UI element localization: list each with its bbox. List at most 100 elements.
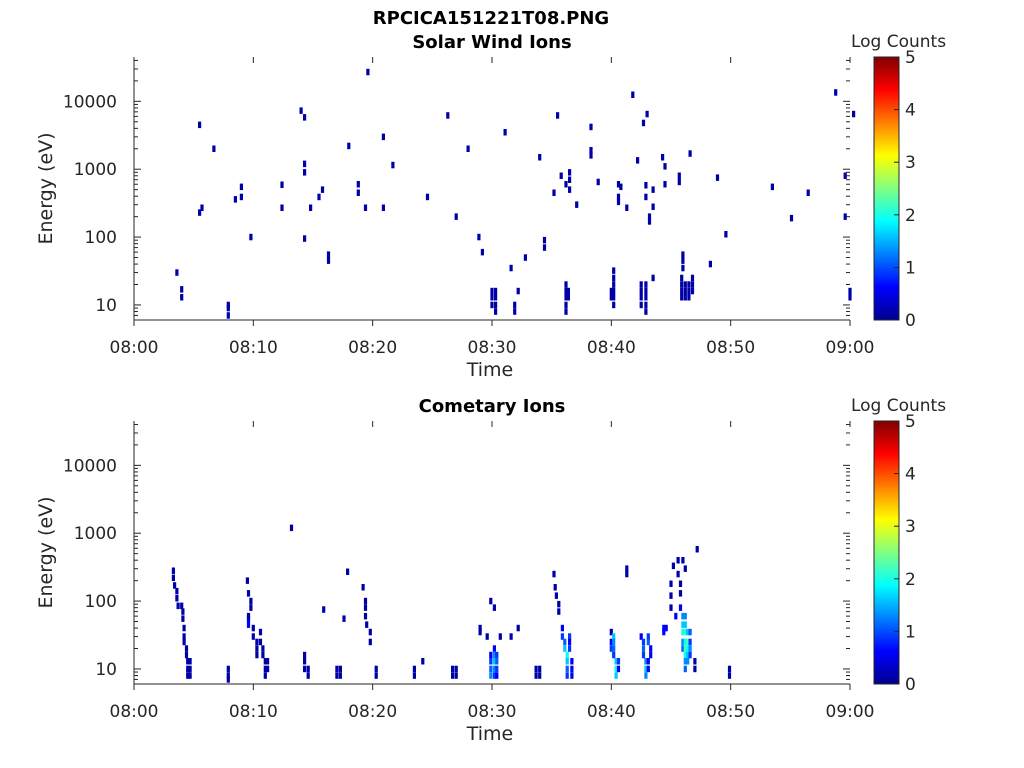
- data-cell: [688, 651, 692, 659]
- data-cell: [568, 176, 572, 183]
- data-cell: [770, 183, 774, 191]
- data-cell: [564, 308, 568, 315]
- data-cell: [662, 624, 666, 632]
- data-cell: [303, 665, 307, 673]
- data-cell: [647, 218, 652, 225]
- data-cell: [171, 567, 175, 574]
- data-cell: [181, 615, 185, 622]
- y-tick-label: 10: [95, 296, 117, 316]
- data-cell: [681, 645, 685, 652]
- data-cell: [644, 672, 648, 679]
- data-cell: [564, 301, 568, 309]
- data-cell: [492, 665, 496, 673]
- solar-wind-cells: [175, 68, 856, 319]
- x-tick-label: 08:20: [348, 702, 397, 722]
- data-cell: [612, 645, 616, 652]
- data-cell: [647, 213, 652, 220]
- data-cell: [188, 658, 192, 665]
- data-cell: [646, 633, 650, 640]
- data-cell: [509, 633, 513, 640]
- data-cell: [565, 672, 569, 679]
- data-cell: [306, 665, 310, 673]
- data-cell: [553, 584, 557, 591]
- data-cell: [303, 160, 307, 168]
- data-cell: [651, 203, 655, 210]
- data-cell: [226, 301, 230, 309]
- data-cell: [680, 281, 684, 288]
- data-cell: [374, 665, 378, 673]
- data-cell: [246, 621, 251, 628]
- data-cell: [338, 665, 342, 673]
- data-cell: [534, 665, 538, 673]
- data-cell: [557, 608, 561, 615]
- colorbar-tick-label: 1: [905, 258, 916, 278]
- data-cell: [680, 294, 684, 301]
- data-cell: [676, 557, 680, 564]
- colorbar-tick-label: 5: [905, 48, 916, 68]
- data-cell: [688, 628, 692, 636]
- data-cell: [534, 672, 538, 679]
- data-cell: [612, 651, 616, 659]
- data-cell: [616, 658, 621, 665]
- x-tick-label: 08:40: [587, 702, 636, 722]
- data-cell: [182, 624, 186, 632]
- data-cell: [727, 672, 732, 679]
- data-cell: [320, 186, 325, 193]
- x-tick-label: 08:00: [110, 702, 159, 722]
- data-cell: [249, 604, 253, 611]
- data-cell: [674, 612, 678, 620]
- data-cell: [494, 294, 498, 301]
- data-cell: [523, 254, 527, 261]
- data-cell: [363, 612, 368, 620]
- data-cell: [625, 570, 629, 578]
- data-cell: [412, 672, 416, 679]
- data-cell: [492, 651, 496, 659]
- data-cell: [678, 590, 683, 597]
- data-cell: [843, 172, 847, 179]
- data-cell: [616, 198, 621, 206]
- data-cell: [612, 301, 616, 309]
- cometary-cells: [171, 524, 732, 683]
- data-cell: [347, 142, 351, 150]
- data-cell: [173, 582, 177, 589]
- data-cell: [644, 287, 648, 295]
- data-cell: [451, 672, 455, 679]
- data-cell: [612, 633, 616, 640]
- data-cell: [683, 651, 687, 659]
- data-cell: [641, 651, 646, 659]
- data-cell: [346, 568, 350, 575]
- data-cell: [568, 169, 572, 176]
- data-cell: [646, 658, 650, 665]
- x-tick-label: 08:10: [229, 338, 278, 358]
- data-cell: [280, 204, 284, 211]
- data-cell: [538, 154, 542, 161]
- data-cell: [188, 672, 192, 679]
- data-cell: [644, 294, 648, 301]
- data-cell: [564, 181, 568, 188]
- cometary-colorbar: Log Counts 0 1 2 3 4 5: [851, 396, 946, 695]
- colorbar-gradient: [873, 420, 900, 685]
- data-cell: [451, 665, 455, 673]
- data-cell: [609, 287, 613, 295]
- data-cell: [494, 308, 498, 315]
- data-cell: [421, 658, 425, 665]
- data-cell: [239, 193, 243, 201]
- data-cell: [363, 604, 368, 611]
- data-cell: [303, 658, 307, 665]
- data-cell: [303, 651, 307, 659]
- data-cell: [843, 213, 847, 220]
- data-cell: [560, 624, 564, 632]
- data-cell: [489, 665, 493, 673]
- data-cell: [669, 592, 673, 599]
- data-cell: [609, 294, 613, 301]
- data-cell: [695, 546, 699, 553]
- data-cell: [616, 665, 621, 673]
- data-cell: [494, 301, 498, 309]
- data-cell: [715, 174, 720, 181]
- data-cell: [239, 183, 243, 191]
- data-cell: [446, 112, 450, 119]
- data-cell: [639, 281, 643, 288]
- solar-wind-title: Solar Wind Ions: [412, 32, 571, 53]
- data-cell: [612, 281, 616, 288]
